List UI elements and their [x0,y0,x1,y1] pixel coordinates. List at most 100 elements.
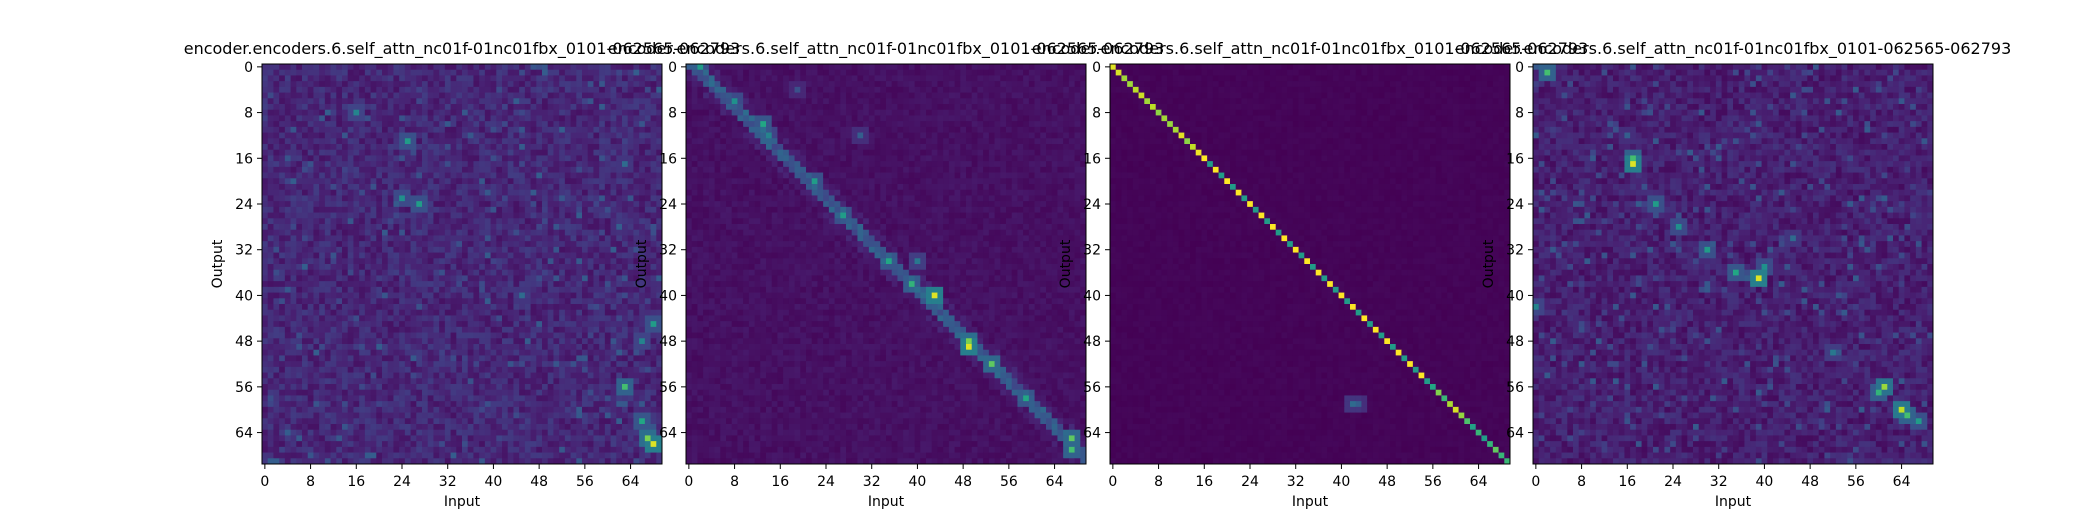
heatmap-cell [616,435,623,442]
heatmap-cell [553,338,560,345]
heatmap-cell [290,366,297,373]
heatmap-cell [410,298,417,305]
heatmap-cell [319,298,326,305]
heatmap-cell [279,264,286,271]
heatmap-cell [610,258,617,265]
heatmap-cell [559,229,566,236]
heatmap-cell [593,452,600,459]
heatmap-cell [622,126,629,133]
heatmap-cell [656,338,663,345]
heatmap-cell [439,344,446,351]
heatmap-cell [467,304,474,311]
heatmap-cell [422,69,429,76]
heatmap-cell [307,418,314,425]
heatmap-cell [467,195,474,202]
heatmap-cell [324,235,331,242]
heatmap-cell [479,418,486,425]
heatmap-cell [330,452,337,459]
heatmap-cell [279,349,286,356]
heatmap-cell [342,246,349,253]
heatmap-cell [439,166,446,173]
heatmap-cell [650,258,657,265]
heatmap-cell [639,138,646,145]
heatmap-cell [427,258,434,265]
heatmap-cell [564,452,571,459]
heatmap-cell [484,121,491,128]
heatmap-cell [582,241,589,248]
heatmap-cell [513,446,520,453]
heatmap-cell [307,378,314,385]
heatmap-cell [599,104,606,111]
heatmap-cell [342,75,349,82]
heatmap-cell [519,435,526,442]
heatmap-cell [484,86,491,93]
heatmap-cell [462,166,469,173]
heatmap-cell [536,138,543,145]
heatmap-cell [622,252,629,259]
heatmap-cell [610,246,617,253]
heatmap-cell [553,69,560,76]
heatmap-cell [507,281,514,288]
heatmap-cell [353,224,360,231]
heatmap-cell [296,189,303,196]
heatmap-cell [313,366,320,373]
heatmap-cell [473,281,480,288]
heatmap-cell [644,269,651,276]
heatmap-cell [644,401,651,408]
heatmap-cell [530,424,537,431]
heatmap-cell [410,349,417,356]
heatmap-cell [530,246,537,253]
heatmap-cell [622,104,629,111]
heatmap-cell [644,195,651,202]
heatmap-cell [273,166,280,173]
heatmap-cell [427,401,434,408]
heatmap-cell [290,321,297,328]
heatmap-cell [410,235,417,242]
heatmap-cell [593,378,600,385]
heatmap-cell [393,384,400,391]
heatmap-cell [530,189,537,196]
heatmap-cell [479,446,486,453]
heatmap-cell [359,178,366,185]
heatmap-cell [479,395,486,402]
heatmap-cell [536,304,543,311]
heatmap-cell [370,326,377,333]
heatmap-cell [279,115,286,122]
heatmap-cell [296,69,303,76]
heatmap-cell [484,229,491,236]
heatmap-cell [633,64,640,71]
heatmap-cell [296,92,303,99]
heatmap-cell [382,201,389,208]
heatmap-cell [553,372,560,379]
heatmap-cell [364,195,371,202]
heatmap-cell [496,309,503,316]
heatmap-cell [559,269,566,276]
heatmap-cell [650,172,657,179]
heatmap-cell [593,121,600,128]
heatmap-cell [290,292,297,299]
heatmap-cell [479,258,486,265]
heatmap-cell [490,184,497,191]
heatmap-cell [524,144,531,151]
heatmap-cell [359,286,366,293]
heatmap-cell [576,326,583,333]
heatmap-cell [359,429,366,436]
heatmap-cell [262,252,269,259]
heatmap-cell [627,184,634,191]
heatmap-cell [559,458,566,465]
heatmap-cell [307,132,314,139]
heatmap-cell [359,275,366,282]
heatmap-cell [284,372,291,379]
heatmap-cell [302,424,309,431]
heatmap-cell [467,144,474,151]
heatmap-cell [284,189,291,196]
heatmap-cell [382,378,389,385]
heatmap-cell [370,138,377,145]
heatmap-cell [404,418,411,425]
heatmap-cell [307,64,314,71]
heatmap-cell [524,418,531,425]
heatmap-cell [553,269,560,276]
heatmap-cell [490,281,497,288]
heatmap-cell [296,81,303,88]
heatmap-cell [330,275,337,282]
